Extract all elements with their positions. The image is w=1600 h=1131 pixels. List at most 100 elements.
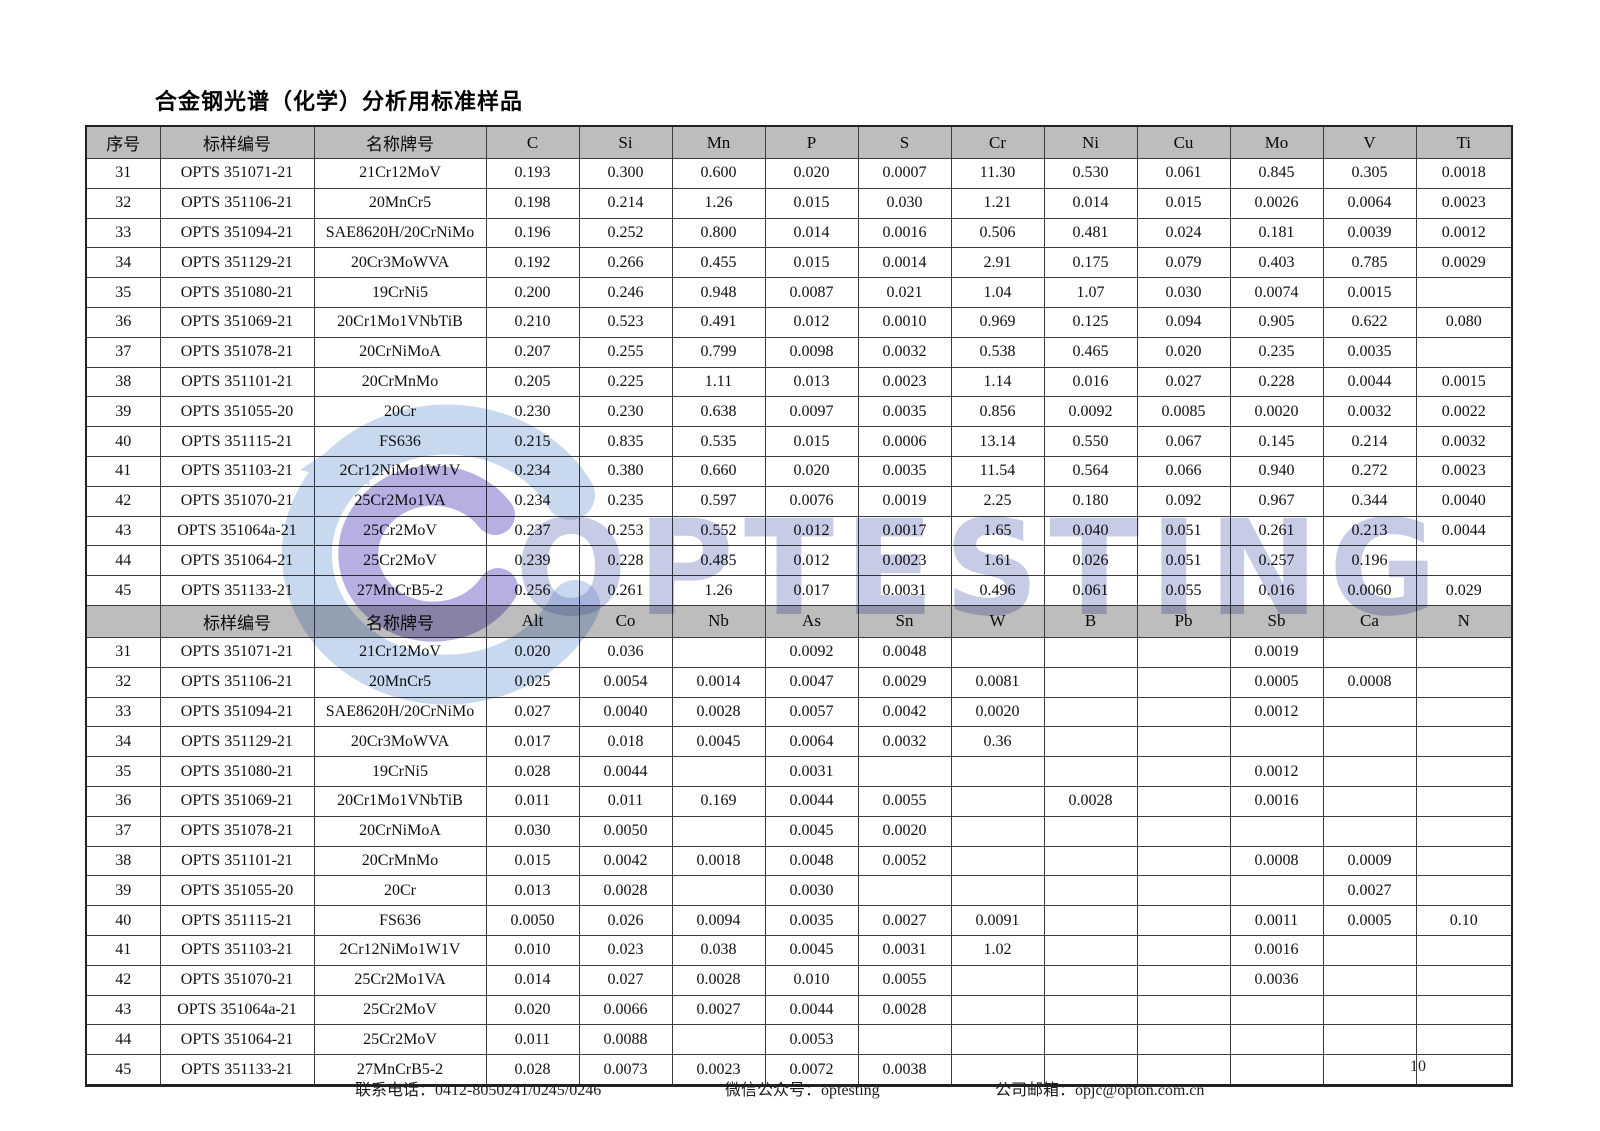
table-cell: OPTS 351094-21	[159, 217, 315, 249]
table-cell: 0.0006	[857, 426, 952, 457]
table-cell: 0.040	[1043, 515, 1138, 547]
table-cell: 0.535	[671, 426, 766, 457]
table-cell: 0.0032	[1415, 426, 1513, 457]
column-header: Alt	[485, 604, 580, 638]
table-cell: 25Cr2Mo1VA	[313, 964, 487, 996]
table-cell	[671, 1024, 766, 1056]
table-cell: 0.0035	[857, 396, 952, 428]
table-cell: 40	[85, 905, 161, 936]
table-cell	[1229, 726, 1324, 758]
table-cell	[671, 756, 766, 787]
table-cell: 33	[85, 696, 161, 728]
table-cell: 0.228	[578, 545, 673, 577]
table-cell: 0.175	[1043, 247, 1138, 279]
table-cell: 35	[85, 277, 161, 308]
table-cell: 0.0045	[764, 934, 859, 966]
table-cell: 1.11	[671, 366, 766, 398]
table-cell	[1136, 815, 1231, 847]
table-cell: 0.0092	[764, 636, 859, 668]
table-cell	[1322, 964, 1417, 996]
table-cell	[1415, 545, 1513, 577]
table-cell: 0.016	[1229, 575, 1324, 606]
table-cell: OPTS 351064-21	[159, 545, 315, 577]
table-cell: 25Cr2Mo1VA	[313, 485, 487, 517]
table-cell: 0.0027	[1322, 875, 1417, 907]
column-header: Co	[578, 604, 673, 638]
table-cell: 0.0064	[764, 726, 859, 758]
column-header: V	[1322, 125, 1417, 159]
table-cell: 0.027	[578, 964, 673, 996]
table-cell: 0.169	[671, 785, 766, 817]
column-header: Cr	[950, 125, 1045, 159]
table-cell: 0.905	[1229, 306, 1324, 338]
table-cell	[1136, 636, 1231, 668]
table-cell	[1415, 726, 1513, 758]
table-cell: 0.0074	[1229, 277, 1324, 308]
table-cell: 0.455	[671, 247, 766, 279]
table-row: 41 OPTS 351103-21 2Cr12NiMo1W1V 0.010 0.023 0…	[85, 934, 1513, 966]
column-header: Pb	[1136, 604, 1231, 638]
table-cell: 0.012	[764, 545, 859, 577]
column-header: 序号	[85, 125, 161, 159]
table-cell: 0.0010	[857, 306, 952, 338]
table-cell	[1415, 815, 1513, 847]
table-cell: 25Cr2MoV	[313, 515, 487, 547]
table-cell: 1.07	[1043, 277, 1138, 308]
table-row: 31 OPTS 351071-21 21Cr12MoV 0.193 0.300 0.600…	[85, 158, 1513, 189]
table-cell	[1043, 875, 1138, 907]
table-cell	[950, 994, 1045, 1026]
table-cell: 0.215	[485, 426, 580, 457]
table-cell	[1136, 845, 1231, 877]
table-cell: 0.0040	[1415, 485, 1513, 517]
table-cell: 0.011	[578, 785, 673, 817]
table-cell	[950, 1024, 1045, 1056]
table-cell: 0.024	[1136, 217, 1231, 249]
table-row: 38 OPTS 351101-21 20CrMnMo 0.205 0.225 1.11 0.…	[85, 366, 1513, 398]
table-cell: 0.0016	[1229, 785, 1324, 817]
table-cell: OPTS 351055-20	[159, 396, 315, 428]
table-cell: 0.0044	[1415, 515, 1513, 547]
table-cell: 0.0035	[857, 455, 952, 487]
table-cell: FS636	[313, 905, 487, 936]
table-cell: 0.0050	[485, 905, 580, 936]
table-cell: OPTS 351106-21	[159, 187, 315, 219]
table-cell	[1322, 696, 1417, 728]
table-cell: 0.0048	[857, 636, 952, 668]
table-cell: 41	[85, 455, 161, 487]
column-header: Ti	[1415, 125, 1513, 159]
table-cell: 0.380	[578, 455, 673, 487]
table-cell: 0.256	[485, 575, 580, 606]
table-cell: 0.207	[485, 336, 580, 368]
page-number: 10	[1410, 1058, 1426, 1075]
table-cell: 0.0048	[764, 845, 859, 877]
table-cell: 0.253	[578, 515, 673, 547]
table-cell	[1229, 1024, 1324, 1056]
table-cell: 0.013	[485, 875, 580, 907]
table-cell: 0.225	[578, 366, 673, 398]
table-cell: 0.055	[1136, 575, 1231, 606]
table-cell	[1229, 1054, 1324, 1086]
table-cell: 0.0094	[671, 905, 766, 936]
table-cell: OPTS 351080-21	[159, 756, 315, 787]
table-cell: 0.257	[1229, 545, 1324, 577]
table-cell: 20CrMnMo	[313, 845, 487, 877]
table-cell: 35	[85, 756, 161, 787]
table-cell: 0.0014	[671, 666, 766, 698]
table-cell: OPTS 351080-21	[159, 277, 315, 308]
table-cell: 38	[85, 366, 161, 398]
table-cell: OPTS 351064a-21	[159, 515, 315, 547]
table-cell	[857, 875, 952, 907]
table-cell	[1322, 1024, 1417, 1056]
table-cell: 0.538	[950, 336, 1045, 368]
table-cell: 0.0044	[1322, 366, 1417, 398]
table-cell	[1415, 875, 1513, 907]
table-cell	[1136, 875, 1231, 907]
table-cell: 0.029	[1415, 575, 1513, 606]
table-cell	[1043, 994, 1138, 1026]
table-cell: 0.252	[578, 217, 673, 249]
table-cell: 0.0091	[950, 905, 1045, 936]
table-cell: 20CrNiMoA	[313, 336, 487, 368]
table-cell: 0.094	[1136, 306, 1231, 338]
table-cell: 0.012	[764, 515, 859, 547]
table-row: 42 OPTS 351070-21 25Cr2Mo1VA 0.234 0.235 0.59…	[85, 485, 1513, 517]
